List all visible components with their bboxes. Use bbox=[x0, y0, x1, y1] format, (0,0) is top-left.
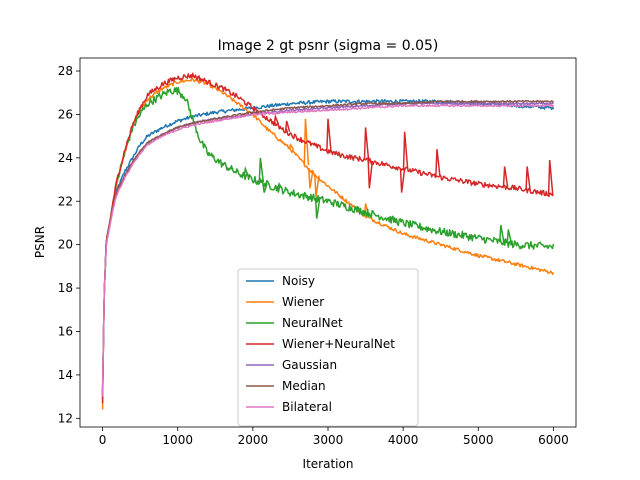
x-tick-label: 3000 bbox=[313, 433, 344, 447]
series-spike bbox=[258, 157, 265, 183]
y-tick-label: 24 bbox=[58, 151, 73, 165]
legend-label: Wiener+NeuralNet bbox=[282, 337, 395, 351]
y-axis-label: PSNR bbox=[33, 226, 47, 258]
x-tick-label: 5000 bbox=[463, 433, 494, 447]
series-spike bbox=[288, 143, 295, 150]
x-tick-label: 1000 bbox=[162, 433, 193, 447]
legend-label: Bilateral bbox=[282, 400, 332, 414]
x-tick-label: 2000 bbox=[238, 433, 269, 447]
series-spike bbox=[363, 127, 370, 161]
series-lines bbox=[101, 72, 555, 410]
y-tick-label: 18 bbox=[58, 281, 73, 295]
series-spike bbox=[498, 225, 505, 243]
series-line-3 bbox=[101, 72, 555, 404]
y-tick-label: 14 bbox=[58, 368, 73, 382]
legend-label: Noisy bbox=[282, 274, 315, 288]
series-spike bbox=[303, 118, 310, 166]
series-spike bbox=[273, 113, 280, 125]
series-spike bbox=[284, 120, 291, 132]
series-line-1 bbox=[101, 77, 555, 410]
plot-area: 0 1000 2000 3000 4000 5000 6000 12 14 16 18 20 22 24 2… bbox=[58, 57, 577, 447]
series-spike bbox=[506, 229, 513, 244]
legend-label: Wiener bbox=[282, 295, 324, 309]
y-tick-label: 16 bbox=[58, 324, 73, 338]
y-tick-label: 20 bbox=[58, 238, 73, 252]
series-spike bbox=[402, 131, 409, 170]
x-tick-label: 4000 bbox=[388, 433, 419, 447]
y-tick-label: 28 bbox=[58, 64, 73, 78]
legend-label: Median bbox=[282, 379, 326, 393]
series-line-5 bbox=[101, 99, 554, 395]
chart-title: Image 2 gt psnr (sigma = 0.05) bbox=[218, 38, 439, 54]
series-line-6 bbox=[101, 104, 555, 397]
legend: Noisy Wiener NeuralNet Wiener+NeuralNet Gaus… bbox=[237, 268, 419, 427]
legend-box bbox=[237, 268, 419, 427]
series-line-2 bbox=[101, 86, 555, 399]
series-spike bbox=[314, 198, 321, 219]
x-tick-label: 0 bbox=[99, 433, 107, 447]
series-spike bbox=[367, 160, 374, 189]
y-tick-label: 22 bbox=[58, 194, 73, 208]
y-tick-label: 12 bbox=[58, 411, 73, 425]
series-spike bbox=[326, 118, 332, 152]
series-spike bbox=[525, 166, 531, 191]
series-spike bbox=[314, 175, 320, 198]
series-spike bbox=[547, 159, 554, 195]
series-spike bbox=[435, 149, 441, 177]
series-spike bbox=[502, 166, 509, 188]
x-tick-label: 6000 bbox=[538, 433, 569, 447]
legend-label: NeuralNet bbox=[282, 316, 343, 330]
y-tick-label: 26 bbox=[58, 107, 73, 121]
series-spike bbox=[262, 183, 268, 193]
series-spike bbox=[399, 168, 406, 193]
series-spike bbox=[277, 181, 283, 190]
series-spike bbox=[243, 165, 250, 177]
legend-label: Gaussian bbox=[282, 358, 337, 372]
series-spike bbox=[308, 169, 314, 189]
x-axis-label: Iteration bbox=[303, 457, 354, 471]
